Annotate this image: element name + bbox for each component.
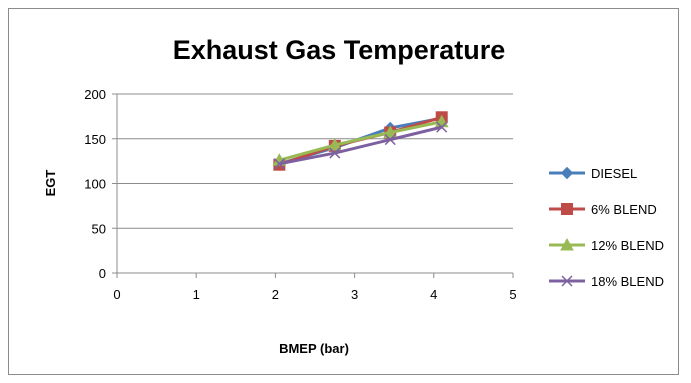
series-4-point-4 [436, 121, 448, 133]
legend-marker-4-stroke-b [561, 275, 573, 287]
x-tick-label-0: 0 [113, 287, 120, 302]
legend-marker-3 [560, 237, 574, 251]
series-4-point-1-stroke-b [273, 158, 285, 170]
gridlines [117, 93, 513, 229]
chart-frame: Exhaust Gas Temperature 0 50 100 150 200 0 1 2 3… [8, 8, 679, 375]
legend-label-4: 18% BLEND [591, 274, 664, 289]
legend-marker-1 [560, 166, 574, 180]
legend: DIESEL 6% BLEND 12% BLEND 18% BLEND [549, 166, 664, 289]
legend-label-3: 12% BLEND [591, 238, 664, 253]
legend-label-1: DIESEL [591, 166, 637, 181]
chart-title: Exhaust Gas Temperature [173, 35, 506, 65]
x-tick-label-4: 4 [430, 287, 437, 302]
legend-label-2: 6% BLEND [591, 202, 657, 217]
tick-labels: 0 50 100 150 200 0 1 2 3 4 5 [84, 87, 516, 302]
x-axis-title: BMEP (bar) [279, 341, 349, 356]
series-4-point-3-stroke-b [384, 134, 396, 146]
x-tick-label-3: 3 [351, 287, 358, 302]
y-tick-label-50: 50 [92, 221, 106, 236]
y-tick-label-0: 0 [99, 266, 106, 281]
y-axis-title: EGT [43, 170, 58, 197]
series-3-point-2 [327, 137, 342, 151]
x-tick-label-5: 5 [509, 287, 516, 302]
series-group [272, 111, 449, 171]
x-tick-label-2: 2 [272, 287, 279, 302]
series-4-point-2-stroke-b [329, 147, 341, 159]
series-line-3 [278, 120, 443, 162]
line-chart: Exhaust Gas Temperature 0 50 100 150 200 0 1 2 3… [43, 35, 664, 356]
series-line-4 [279, 125, 443, 166]
y-tick-label-200: 200 [84, 87, 106, 102]
legend-marker-4 [561, 275, 573, 287]
y-tick-label-150: 150 [84, 132, 106, 147]
x-tick-label-1: 1 [193, 287, 200, 302]
series-4-point-1 [273, 158, 285, 170]
series-4-point-3 [384, 134, 396, 146]
series-4-point-4-stroke-b [436, 121, 448, 133]
y-tick-label-100: 100 [84, 177, 106, 192]
legend-marker-2 [561, 203, 573, 215]
series-3-point-3 [383, 125, 398, 138]
axes [112, 93, 514, 278]
series-4-point-2 [329, 147, 341, 159]
